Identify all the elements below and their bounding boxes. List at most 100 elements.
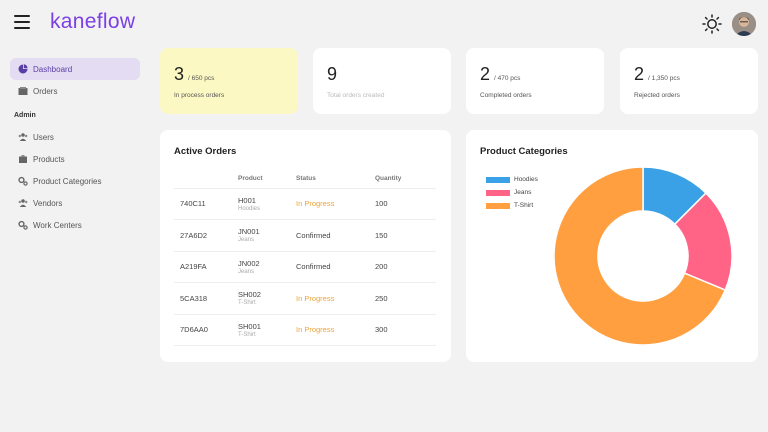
orders-icon [18, 87, 28, 95]
product-code: SH001 [238, 321, 261, 331]
column-header-status[interactable]: Status [296, 170, 375, 189]
legend-item-hoodies[interactable]: Hoodies [486, 173, 538, 186]
legend-item-tshirt[interactable]: T-Shirt [486, 199, 538, 212]
stat-value: 2 [634, 64, 645, 84]
legend-swatch [486, 176, 510, 183]
stat-caption: Completed orders [480, 92, 532, 99]
product-category: Hoodies [238, 205, 261, 212]
table-header-row: Product Status Quantity [174, 170, 436, 189]
order-product: JN001 Jeans [238, 219, 296, 252]
order-status: Confirmed [296, 219, 375, 252]
stat-card-completed: 2/ 470 pcs Completed orders [466, 48, 604, 114]
sidebar-item-label: Vendors [33, 198, 63, 208]
product-code: JN002 [238, 258, 260, 268]
sidebar-item-label: Dashboard [33, 64, 73, 74]
product-code: JN001 [238, 227, 260, 237]
stat-caption: In process orders [174, 92, 225, 99]
order-quantity: 300 [375, 314, 436, 346]
table-row[interactable]: 740C11 H001 Hoodies In Progress 100 [174, 188, 436, 220]
order-status: In Progress [296, 188, 375, 220]
category-donut-chart [553, 166, 733, 346]
users-icon [18, 199, 28, 207]
legend-item-jeans[interactable]: Jeans [486, 186, 538, 199]
legend-label: Jeans [514, 189, 532, 196]
sidebar-item-users[interactable]: Users [10, 126, 140, 148]
order-product: JN002 Jeans [238, 251, 296, 283]
product-categories-title: Product Categories [480, 146, 568, 157]
top-bar: kaneflow [0, 0, 768, 48]
stat-value: 3 [174, 64, 185, 84]
orders-table: Product Status Quantity 740C11 H001 Hoodi… [174, 170, 436, 346]
order-quantity: 100 [375, 188, 436, 220]
sidebar-item-label: Work Centers [33, 220, 82, 230]
column-header-product[interactable]: Product [238, 170, 296, 189]
legend-swatch [486, 189, 510, 196]
order-product: SH002 T-Shirt [238, 282, 296, 315]
table-row[interactable]: 5CA318 SH002 T-Shirt In Progress 250 [174, 282, 436, 315]
order-product: SH001 T-Shirt [238, 314, 296, 346]
product-category: T-Shirt [238, 331, 256, 338]
sidebar-item-products[interactable]: Products [10, 148, 140, 170]
order-id: 7D6AA0 [174, 314, 238, 346]
order-id: 5CA318 [174, 282, 238, 315]
order-product: H001 Hoodies [238, 188, 296, 220]
users-icon [18, 133, 28, 141]
stat-value: 9 [327, 64, 338, 84]
sidebar-item-label: Users [33, 132, 54, 142]
stat-caption: Rejected orders [634, 92, 680, 99]
gears-icon [18, 220, 28, 230]
table-row[interactable]: 7D6AA0 SH001 T-Shirt In Progress 300 [174, 314, 436, 346]
stat-caption: Total orders created [327, 92, 385, 99]
table-row[interactable]: A219FA JN002 Jeans Confirmed 200 [174, 251, 436, 283]
sidebar-item-label: Product Categories [33, 176, 102, 186]
sidebar-section-admin: Admin [14, 112, 36, 119]
stat-sub: / 650 pcs [188, 75, 215, 82]
active-orders-card: Active Orders Product Status Quantity 74… [160, 130, 451, 362]
column-header-id [174, 170, 238, 189]
product-code: H001 [238, 195, 256, 205]
user-avatar[interactable] [732, 12, 756, 36]
table-row[interactable]: 27A6D2 JN001 Jeans Confirmed 150 [174, 219, 436, 252]
product-category: Jeans [238, 268, 255, 275]
order-quantity: 150 [375, 219, 436, 252]
sidebar-item-label: Orders [33, 86, 58, 96]
legend-label: Hoodies [514, 176, 538, 183]
order-status: In Progress [296, 314, 375, 346]
menu-icon[interactable] [14, 15, 30, 29]
pie-chart-icon [18, 64, 28, 74]
order-quantity: 200 [375, 251, 436, 283]
box-icon [19, 155, 27, 163]
stat-sub: / 1,350 pcs [648, 75, 680, 82]
gears-icon [18, 176, 28, 186]
order-status: Confirmed [296, 251, 375, 283]
product-code: SH002 [238, 290, 261, 300]
sidebar-item-orders[interactable]: Orders [10, 80, 140, 102]
sidebar-item-dashboard[interactable]: Dashboard [10, 58, 140, 80]
sidebar-item-label: Products [33, 154, 65, 164]
product-category: T-Shirt [238, 300, 256, 307]
sidebar-item-product-categories[interactable]: Product Categories [10, 170, 140, 192]
active-orders-title: Active Orders [174, 146, 237, 157]
sidebar-item-vendors[interactable]: Vendors [10, 192, 140, 214]
product-categories-card: Product Categories Hoodies Jeans T-Shirt [466, 130, 758, 362]
order-status: In Progress [296, 282, 375, 315]
stat-card-rejected: 2/ 1,350 pcs Rejected orders [620, 48, 758, 114]
legend-swatch [486, 202, 510, 209]
order-id: 27A6D2 [174, 219, 238, 252]
column-header-quantity[interactable]: Quantity [375, 170, 436, 189]
brand-logo[interactable]: kaneflow [50, 10, 136, 33]
product-category: Jeans [238, 237, 255, 244]
chart-legend: Hoodies Jeans T-Shirt [486, 173, 538, 212]
order-id: A219FA [174, 251, 238, 283]
stat-card-total: 9 Total orders created [313, 48, 451, 114]
sidebar-item-work-centers[interactable]: Work Centers [10, 214, 140, 236]
legend-label: T-Shirt [514, 202, 534, 209]
stat-value: 2 [480, 64, 491, 84]
stat-card-in-process: 3/ 650 pcs In process orders [160, 48, 298, 114]
theme-toggle-icon[interactable] [702, 14, 722, 34]
sidebar: Dashboard Orders Admin Users Products Pr… [10, 58, 140, 236]
order-quantity: 250 [375, 282, 436, 315]
order-id: 740C11 [174, 188, 238, 220]
donut-slice-t-shirt[interactable] [553, 166, 727, 346]
stat-sub: / 470 pcs [494, 75, 521, 82]
